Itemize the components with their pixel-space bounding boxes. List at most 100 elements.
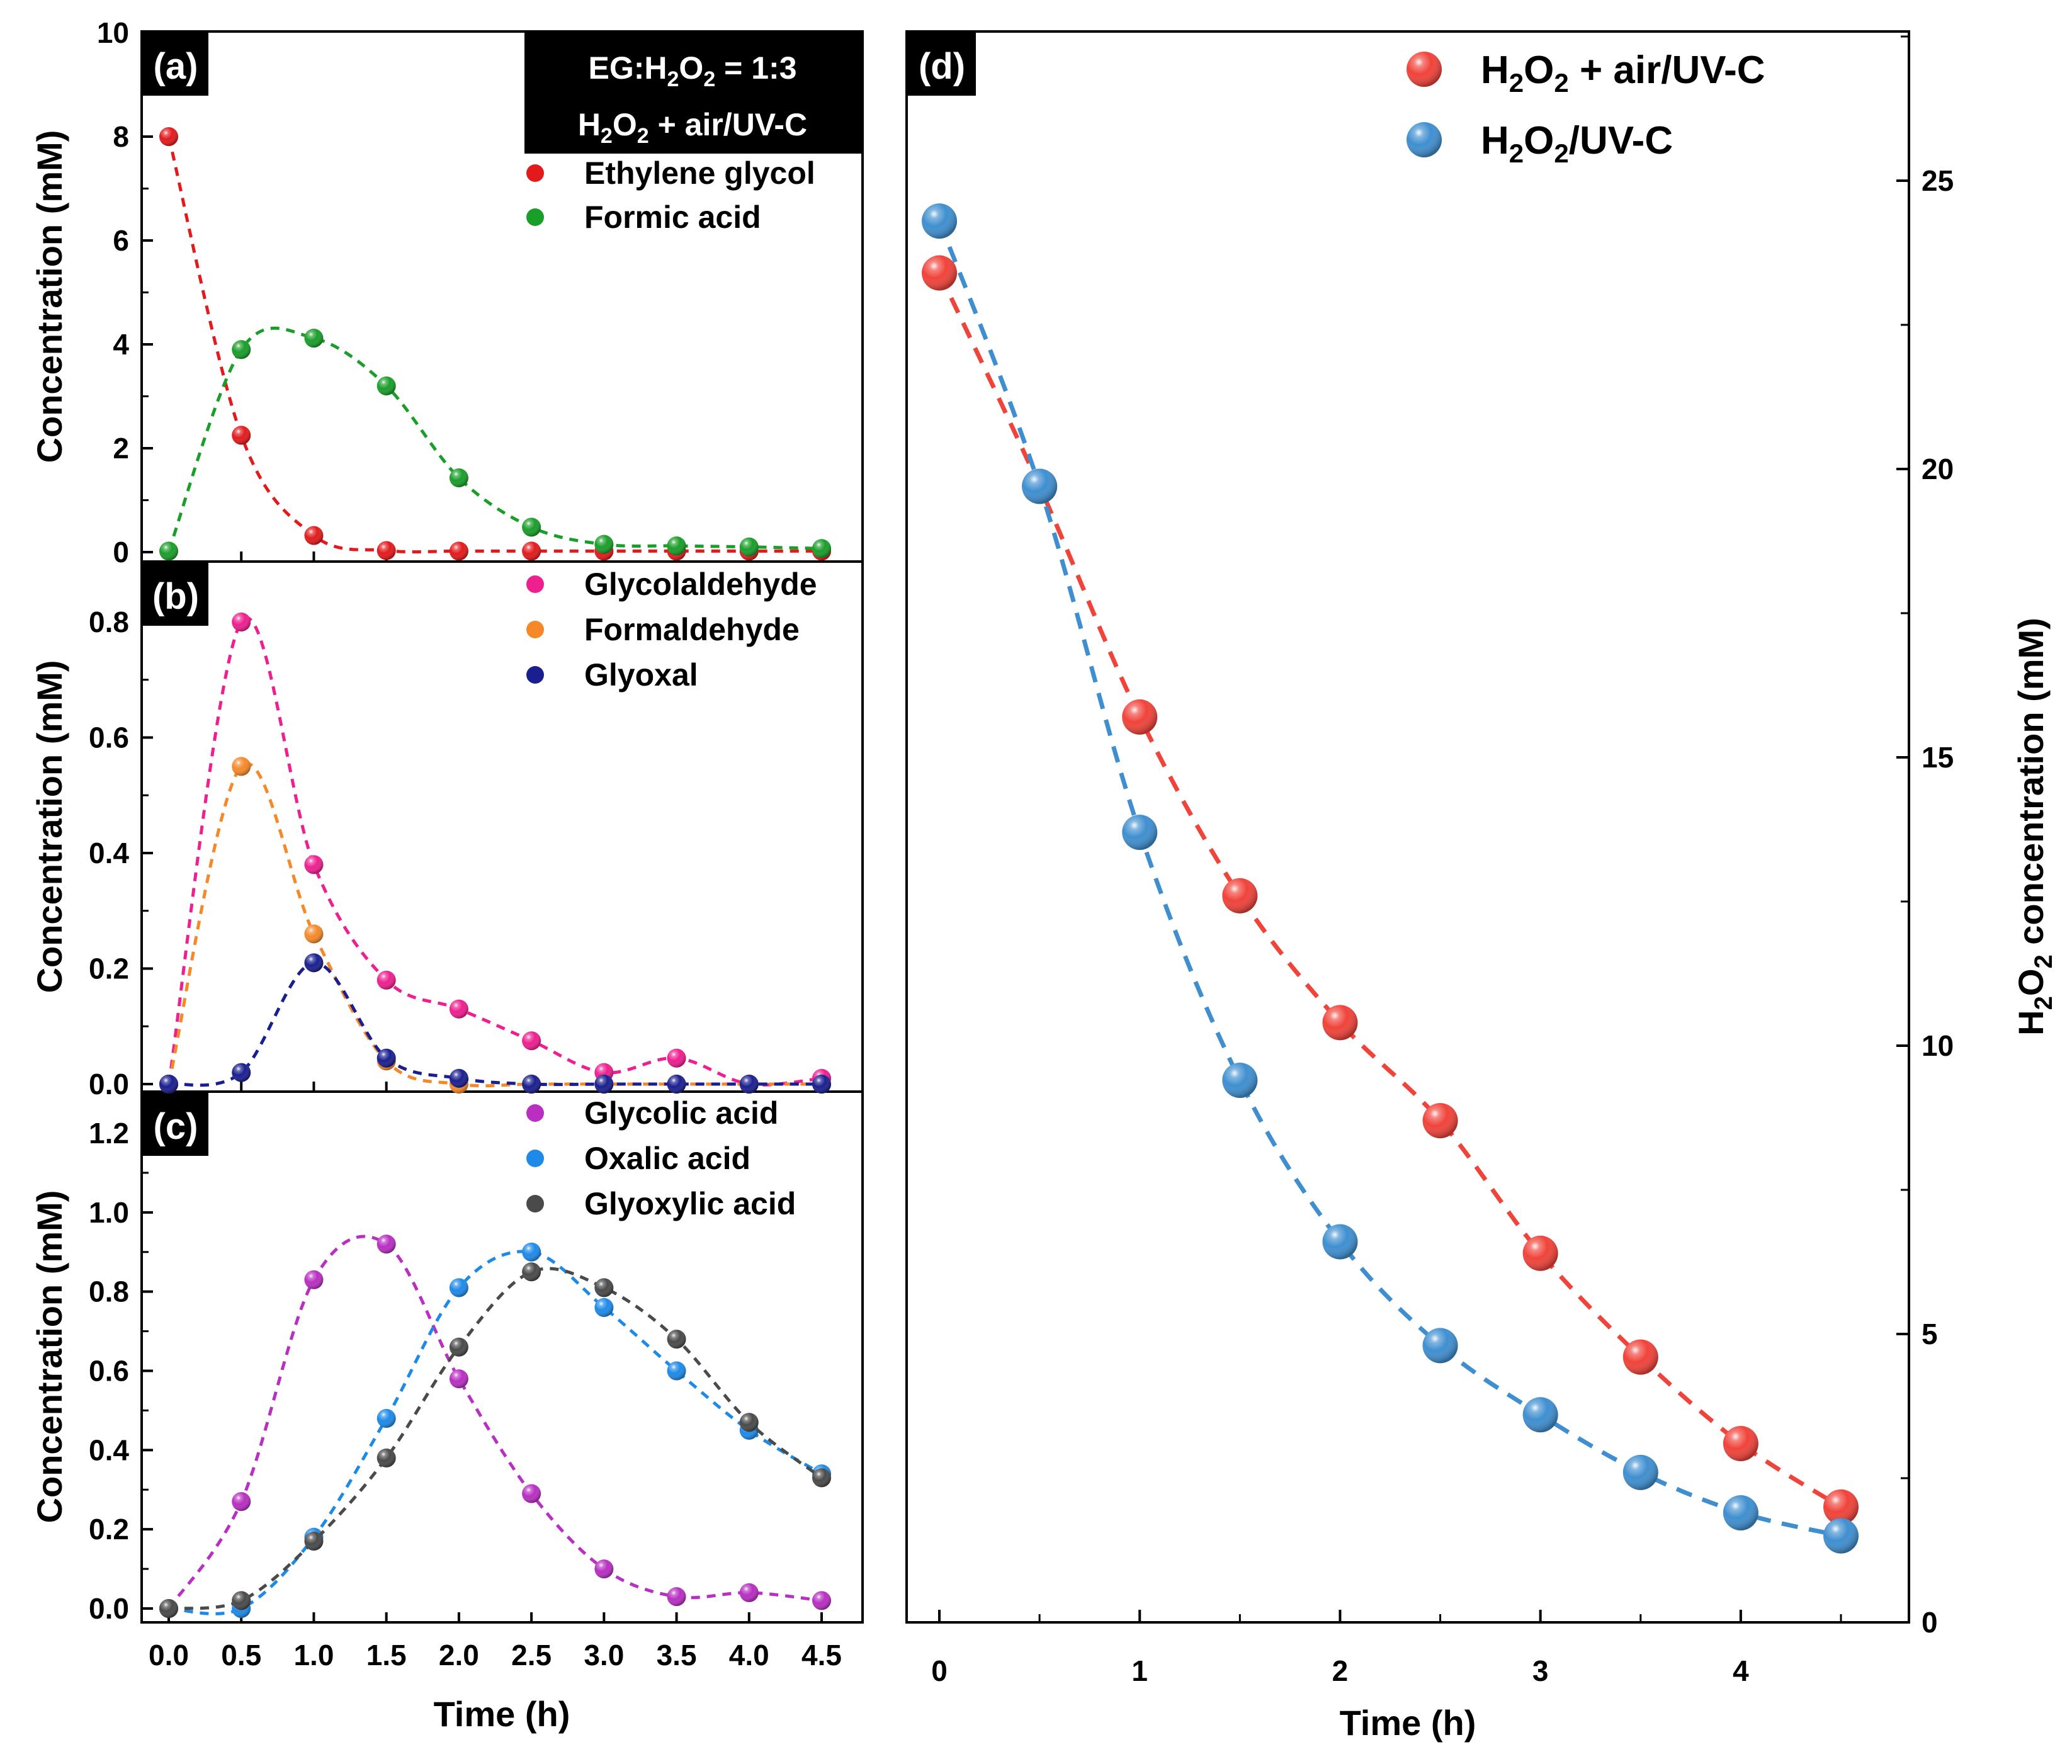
panel-b-glycolaldehyde-point-gloss	[522, 1031, 541, 1051]
panel-c-glycolic-acid-point-gloss	[667, 1587, 686, 1607]
panel-c-oxalic-acid-point-gloss	[594, 1298, 614, 1317]
panel-d-h2o2-air-uv-c-point-gloss	[1522, 1235, 1558, 1271]
panel-b-ytick-label: 0.0	[89, 1068, 129, 1100]
panel-c-oxalic-acid-point-gloss	[522, 1242, 541, 1262]
legend-panel-b: Glycolaldehyde Formaldehyde Glyoxal	[526, 567, 817, 693]
panel-c-glycolic-acid-point-gloss	[739, 1583, 759, 1602]
panel-a-ylabel: Concentration (mM)	[30, 130, 69, 463]
panel-b-glyoxal-point-gloss	[739, 1075, 759, 1094]
panel-b-glyoxal-point-gloss	[304, 953, 324, 973]
panel-b-glyoxal-point-gloss	[376, 1048, 396, 1068]
panel-c-xtick-label: 0.0	[149, 1639, 189, 1671]
panel-d-h2o2-uv-c-point-gloss	[1823, 1518, 1859, 1554]
panel-c-ytick-label: 0.0	[89, 1592, 129, 1625]
condition-line-1: EG:H2O2 = 1:3	[589, 50, 797, 91]
panel-c-glyoxylic-acid-point-gloss	[376, 1448, 396, 1467]
panel-a-formic-acid-fit-line	[167, 326, 822, 552]
panel-c-glyoxylic-acid-point-gloss	[449, 1337, 468, 1357]
panel-d-xtick-label: 0	[931, 1654, 948, 1687]
panel-c-xtick-label: 1.0	[293, 1639, 334, 1671]
panel-a-ytick-label: 0	[113, 536, 129, 568]
legend-marker-glyoxylic-acid	[526, 1195, 544, 1213]
panel-c-xtick-label: 2.0	[439, 1639, 479, 1671]
panel-a-ethylene-glycol-point-gloss	[159, 127, 178, 146]
panel-b-formaldehyde-point-gloss	[232, 757, 251, 776]
panel-a-formic-acid-point-gloss	[739, 537, 759, 557]
panel-d-ylabel: H2O2 concentration (mM)	[2011, 618, 2058, 1036]
panel-d-ytick-label: 5	[1922, 1318, 1938, 1350]
panel-d-h2o2-uv-c-point-gloss	[1322, 1224, 1358, 1260]
panel-b-glyoxal-point-gloss	[522, 1075, 541, 1094]
panel-d-h2o2-uv-c-point-gloss	[1122, 815, 1158, 851]
panel-a-formic-acid-point-gloss	[667, 536, 686, 556]
legend-label-glyoxylic-acid: Glyoxylic acid	[584, 1186, 796, 1221]
panel-a-formic-acid-point-gloss	[232, 340, 251, 359]
panel-c-xtick-label: 4.0	[729, 1639, 769, 1671]
panel-a-ethylene-glycol-point-gloss	[232, 426, 251, 445]
panel-c-glycolic-acid-fit-line	[167, 1235, 822, 1610]
panel-c-glyoxylic-acid-point-gloss	[739, 1413, 759, 1432]
panel-b-glycolaldehyde-fit-line	[167, 616, 822, 1087]
legend-panel-c: Glycolic acid Oxalic acid Glyoxylic acid	[526, 1095, 796, 1221]
panel-a-formic-acid-point-gloss	[594, 534, 614, 554]
panel-b-ytick-label: 0.4	[89, 837, 129, 869]
legend-marker-glycolic-acid	[526, 1104, 544, 1122]
legend-label-glycolic-acid: Glycolic acid	[584, 1095, 778, 1131]
panel-d-h2o2-uv-c-point-gloss	[1522, 1397, 1558, 1433]
panel-d-h2o2-uv-c-point-gloss	[922, 203, 957, 239]
panel-c-glyoxylic-acid-point-gloss	[159, 1599, 178, 1618]
panel-b-formaldehyde-fit-line	[167, 762, 822, 1088]
legend-panel-a: Ethylene glycol Formic acid	[526, 155, 815, 235]
panel-d-badge	[908, 33, 976, 96]
panel-c-xtick-label: 0.5	[221, 1639, 261, 1671]
panel-d-h2o2-air-uv-c-point-gloss	[1823, 1489, 1859, 1525]
panel-a-ytick-label: 4	[113, 328, 129, 361]
panel-a-formic-acid-point-gloss	[812, 539, 831, 558]
panel-a-ethylene-glycol-point-gloss	[449, 541, 468, 561]
panel-c-glyoxylic-acid-point-gloss	[594, 1278, 614, 1298]
legend-label-glycolaldehyde: Glycolaldehyde	[584, 567, 817, 602]
panel-d-h2o2-air-uv-c-point-gloss	[1622, 1339, 1658, 1375]
panel-b-glyoxal-point-gloss	[812, 1075, 831, 1094]
panel-d-h2o2-uv-c-point-gloss	[1022, 468, 1058, 504]
condition-line-2: H2O2 + air/UV-C	[578, 107, 807, 148]
panel-b-glycolaldehyde-point-gloss	[667, 1048, 686, 1068]
panel-b-ytick-label: 0.2	[89, 953, 129, 985]
panel-c-ytick-label: 0.2	[89, 1513, 129, 1546]
panel-d-ytick-label: 15	[1922, 741, 1954, 774]
panel-c-glycolic-acid-point-gloss	[522, 1484, 541, 1503]
panel-b-formaldehyde-point-gloss	[304, 924, 324, 944]
panel-c-glycolic-acid-point-gloss	[376, 1235, 396, 1254]
legend-marker-h2o2-uv-gloss	[1407, 122, 1442, 157]
panel-d-ytick-label: 10	[1922, 1029, 1954, 1062]
panel-b-glycolaldehyde-point-gloss	[232, 613, 251, 631]
panel-a-formic-acid-point-gloss	[159, 541, 178, 561]
panel-d-h2o2-air-uv-c-point-gloss	[922, 255, 957, 291]
panel-a-badge	[143, 33, 208, 96]
panel-b-glyoxal-point-gloss	[667, 1075, 686, 1094]
legend-marker-glyoxal	[526, 666, 544, 684]
legend-label-formic-acid: Formic acid	[584, 200, 761, 235]
panel-a-ethylene-glycol-point-gloss	[522, 541, 541, 561]
panel-d-ytick-label: 20	[1922, 453, 1954, 485]
panel-c-oxalic-acid-point-gloss	[376, 1409, 396, 1428]
panel-c-glyoxylic-acid-fit-line	[168, 1267, 823, 1610]
panel-a-ytick-label: 6	[113, 224, 129, 257]
panel-b-ylabel: Concentration (mM)	[30, 660, 69, 993]
legend-marker-oxalic-acid	[526, 1150, 544, 1167]
panel-c-glycolic-acid-point-gloss	[232, 1492, 251, 1512]
legend-panel-d: H2O2 + air/UV-C H2O2/UV-C	[1407, 48, 1765, 168]
panel-d-h2o2-uv-c-point-gloss	[1422, 1328, 1458, 1364]
panel-c-glycolic-acid-point-gloss	[304, 1270, 324, 1289]
legend-marker-formic-acid	[526, 208, 544, 226]
panel-c-ytick-label: 1.0	[89, 1196, 129, 1229]
panel-b-glyoxal-point-gloss	[159, 1075, 178, 1094]
panel-a-badge-text: (a)	[154, 46, 198, 87]
panel-c-ytick-label: 0.8	[89, 1275, 129, 1308]
panel-d-xtick-label: 2	[1332, 1654, 1349, 1687]
panel-d-h2o2-air-uv-c-fit-line	[937, 272, 1842, 1509]
panel-b-glycolaldehyde-point-gloss	[376, 970, 396, 990]
legend-label-h2o2-uv: H2O2/UV-C	[1481, 119, 1673, 168]
panel-d-h2o2-uv-c-fit-line	[937, 220, 1842, 1539]
